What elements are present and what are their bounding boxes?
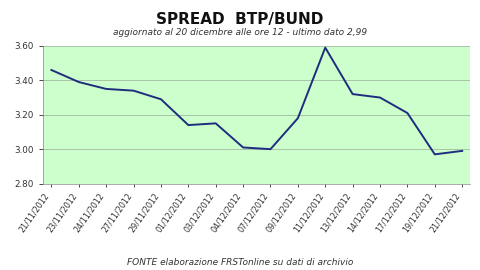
Text: aggiornato al 20 dicembre alle ore 12 - ultimo dato 2,99: aggiornato al 20 dicembre alle ore 12 - … — [113, 28, 367, 37]
Text: SPREAD  BTP/BUND: SPREAD BTP/BUND — [156, 12, 324, 27]
Text: FONTE elaborazione FRSTonline su dati di archivio: FONTE elaborazione FRSTonline su dati di… — [127, 258, 353, 267]
